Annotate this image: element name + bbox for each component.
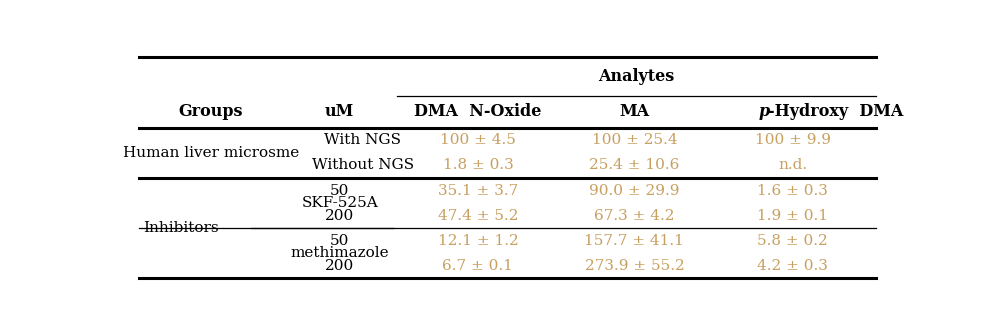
Text: 4.2 ± 0.3: 4.2 ± 0.3 (757, 259, 829, 273)
Text: 100 ± 25.4: 100 ± 25.4 (592, 133, 677, 147)
Text: MA: MA (620, 103, 649, 120)
Text: methimazole: methimazole (290, 246, 389, 260)
Text: 25.4 ± 10.6: 25.4 ± 10.6 (589, 159, 679, 172)
Text: 5.8 ± 0.2: 5.8 ± 0.2 (757, 234, 829, 248)
Text: uM: uM (325, 103, 354, 120)
Text: 35.1 ± 3.7: 35.1 ± 3.7 (438, 183, 518, 198)
Text: 6.7 ± 0.1: 6.7 ± 0.1 (443, 259, 514, 273)
Text: -Hydroxy  DMA: -Hydroxy DMA (768, 103, 904, 120)
Text: 90.0 ± 29.9: 90.0 ± 29.9 (589, 183, 680, 198)
Text: 50: 50 (330, 234, 349, 248)
Text: Groups: Groups (178, 103, 244, 120)
Text: 50: 50 (330, 183, 349, 198)
Text: Inhibitors: Inhibitors (143, 221, 219, 235)
Text: 1.8 ± 0.3: 1.8 ± 0.3 (443, 159, 513, 172)
Text: Human liver microsme: Human liver microsme (123, 146, 299, 160)
Text: n.d.: n.d. (778, 159, 808, 172)
Text: 1.6 ± 0.3: 1.6 ± 0.3 (757, 183, 829, 198)
Text: 47.4 ± 5.2: 47.4 ± 5.2 (438, 209, 518, 223)
Text: 67.3 ± 4.2: 67.3 ± 4.2 (594, 209, 674, 223)
Text: 157.7 ± 41.1: 157.7 ± 41.1 (584, 234, 684, 248)
Text: SKF-525A: SKF-525A (301, 196, 378, 210)
Text: 100 ± 4.5: 100 ± 4.5 (440, 133, 516, 147)
Text: Analytes: Analytes (598, 68, 674, 85)
Text: DMA  N-Oxide: DMA N-Oxide (414, 103, 542, 120)
Text: 200: 200 (325, 259, 354, 273)
Text: 273.9 ± 55.2: 273.9 ± 55.2 (584, 259, 684, 273)
Text: 12.1 ± 1.2: 12.1 ± 1.2 (438, 234, 519, 248)
Text: 100 ± 9.9: 100 ± 9.9 (754, 133, 831, 147)
Text: 200: 200 (325, 209, 354, 223)
Text: With NGS: With NGS (325, 133, 401, 147)
Text: 1.9 ± 0.1: 1.9 ± 0.1 (757, 209, 829, 223)
Text: p: p (758, 103, 769, 120)
Text: Without NGS: Without NGS (312, 159, 414, 172)
